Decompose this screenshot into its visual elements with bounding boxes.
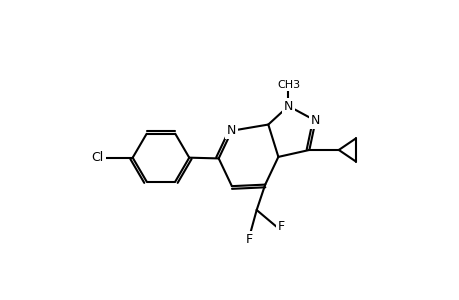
Text: N: N: [227, 124, 236, 137]
Text: F: F: [277, 220, 285, 233]
Text: N: N: [310, 114, 319, 127]
Text: CH3: CH3: [276, 80, 299, 89]
Text: N: N: [283, 100, 292, 112]
Text: Cl: Cl: [91, 151, 104, 164]
Text: F: F: [246, 233, 253, 246]
